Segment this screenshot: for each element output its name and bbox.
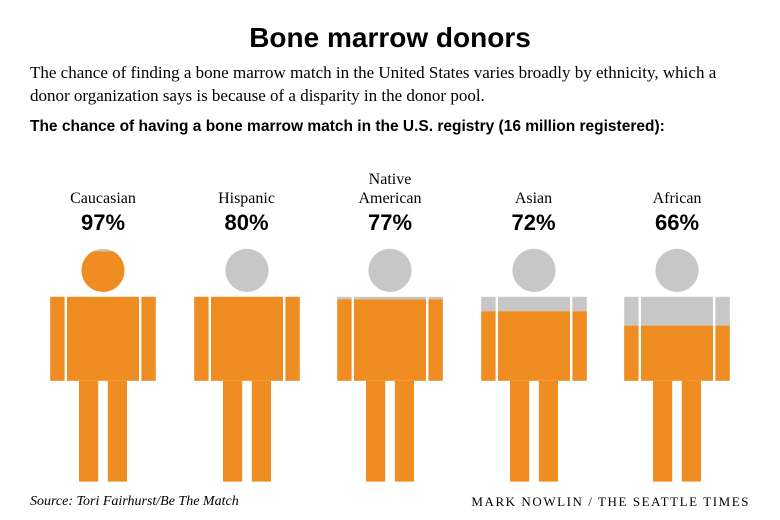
person-icon	[43, 244, 163, 484]
figure-african: African 66%	[612, 170, 742, 484]
figure-asian: Asian 72%	[469, 170, 599, 484]
chart-subhead: The chance of having a bone marrow match…	[30, 118, 750, 136]
category-label: African	[653, 170, 702, 208]
category-label: Caucasian	[70, 170, 136, 208]
infographic-card: Bone marrow donors The chance of finding…	[0, 0, 780, 520]
footer: Source: Tori Fairhurst/Be The Match MARK…	[30, 494, 750, 510]
percent-value: 97%	[81, 210, 125, 236]
person-icon	[474, 244, 594, 484]
percent-value: 66%	[655, 210, 699, 236]
figure-native-american: NativeAmerican 77%	[325, 170, 455, 484]
person-icon	[617, 244, 737, 484]
category-label: Hispanic	[218, 170, 275, 208]
category-label: Asian	[515, 170, 552, 208]
page-title: Bone marrow donors	[30, 22, 750, 54]
pictogram-row: Caucasian 97% Hispanic 80%	[38, 146, 742, 484]
percent-value: 77%	[368, 210, 412, 236]
credit-line: MARK NOWLIN / THE SEATTLE TIMES	[471, 494, 750, 510]
figure-caucasian: Caucasian 97%	[38, 170, 168, 484]
percent-value: 72%	[511, 210, 555, 236]
figure-hispanic: Hispanic 80%	[182, 170, 312, 484]
source-line: Source: Tori Fairhurst/Be The Match	[30, 494, 239, 510]
person-icon	[187, 244, 307, 484]
person-icon	[330, 244, 450, 484]
lede-text: The chance of finding a bone marrow matc…	[30, 62, 750, 108]
percent-value: 80%	[224, 210, 268, 236]
category-label: NativeAmerican	[358, 170, 421, 208]
